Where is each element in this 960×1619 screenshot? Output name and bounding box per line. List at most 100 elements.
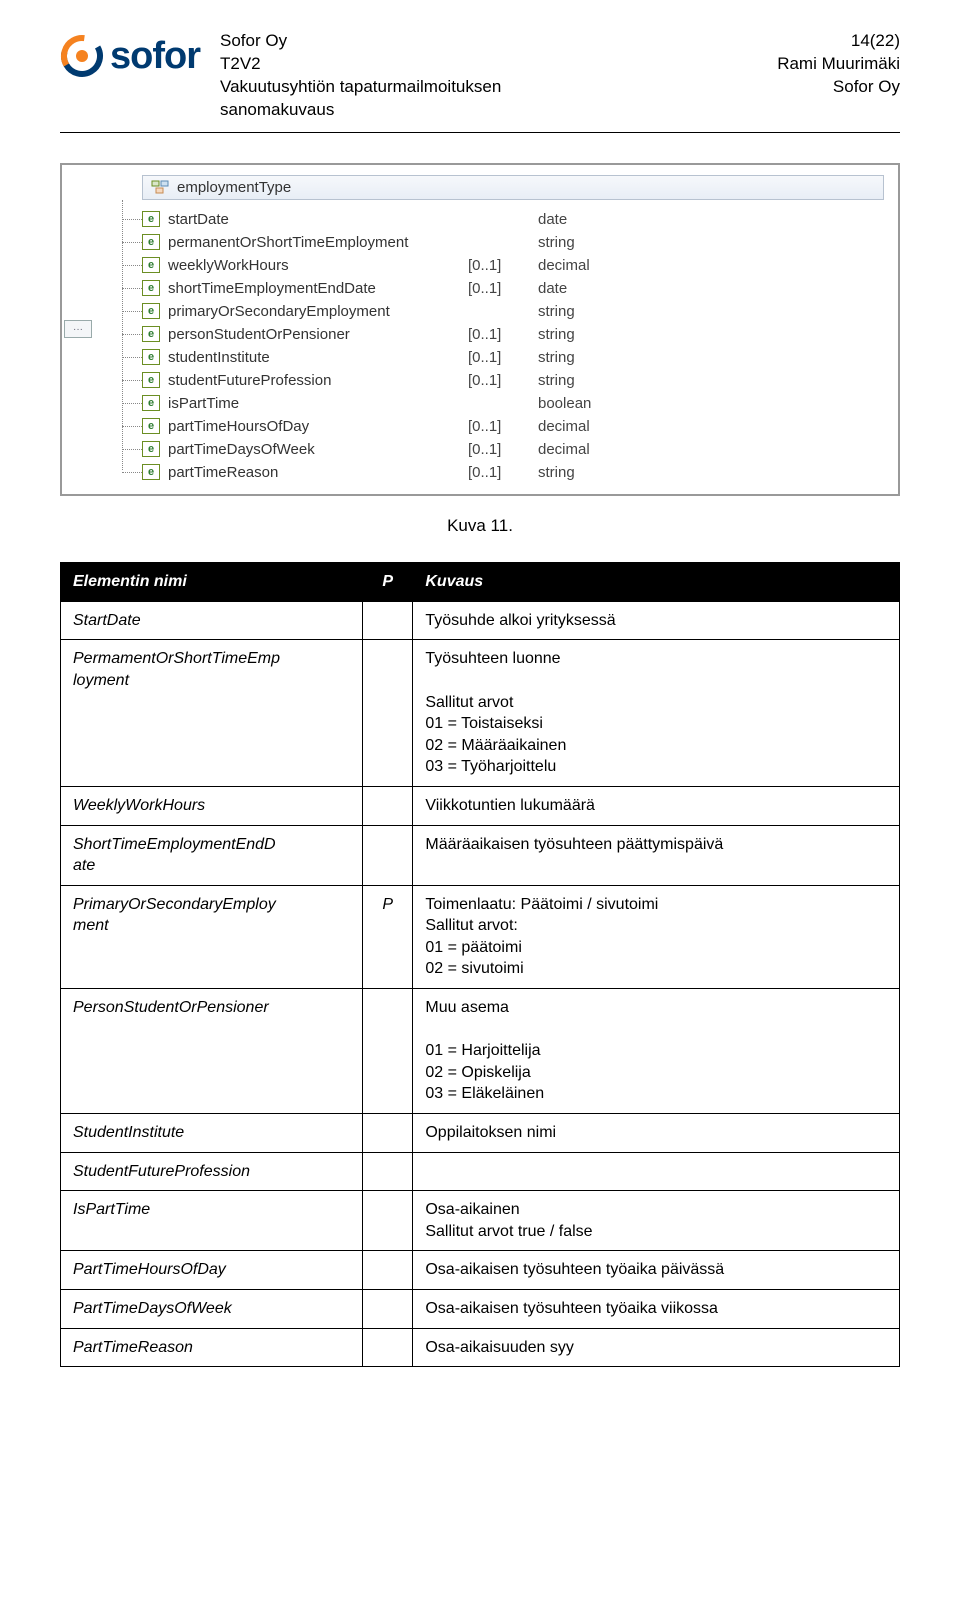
schema-element-type: decimal: [538, 257, 884, 274]
cell-description: Toimenlaatu: Päätoimi / sivutoimi Sallit…: [413, 885, 900, 988]
schema-element-type: date: [538, 211, 884, 228]
cell-p: [363, 1328, 413, 1367]
schema-element-name: personStudentOrPensioner: [168, 326, 468, 343]
schema-diagram: ··· employmentType estartDatedate e perman…: [60, 163, 900, 496]
schema-element-type: boolean: [538, 395, 884, 412]
cell-description: Osa-aikaisen työsuhteen työaika viikossa: [413, 1290, 900, 1329]
cell-element-name: IsPartTime: [61, 1191, 363, 1251]
schema-element-name: studentInstitute: [168, 349, 468, 366]
schema-type-row: employmentType: [142, 175, 884, 200]
schema-element-name: isPartTime: [168, 395, 468, 412]
schema-element-cardinality: [0..1]: [468, 326, 538, 343]
schema-element-type: date: [538, 280, 884, 297]
cell-p: [363, 786, 413, 825]
cell-p: [363, 1290, 413, 1329]
element-badge-icon: e: [142, 418, 160, 434]
table-row: PrimaryOrSecondaryEmploy mentPToimenlaat…: [61, 885, 900, 988]
schema-element-name: partTimeDaysOfWeek: [168, 441, 468, 458]
schema-element-cardinality: [0..1]: [468, 464, 538, 481]
schema-element-row: estudentInstitute[0..1]string: [142, 346, 884, 369]
schema-element-row: epartTimeReason[0..1]string: [142, 461, 884, 484]
header-company: Sofor Oy: [220, 30, 720, 53]
table-header-desc: Kuvaus: [413, 562, 900, 601]
cell-p: [363, 640, 413, 787]
schema-element-row: e isPartTime boolean: [142, 392, 884, 415]
cell-p: [363, 1152, 413, 1191]
element-badge-icon: e: [142, 372, 160, 388]
schema-element-type: string: [538, 303, 884, 320]
schema-element-row: epermanentOrShortTimeEmploymentstring: [142, 231, 884, 254]
cell-description: Työsuhteen luonne Sallitut arvot 01 = To…: [413, 640, 900, 787]
schema-element-name: weeklyWorkHours: [168, 257, 468, 274]
table-header-row: Elementin nimi P Kuvaus: [61, 562, 900, 601]
schema-element-name: partTimeReason: [168, 464, 468, 481]
schema-element-row: e shortTimeEmploymentEndDate[0..1]date: [142, 277, 884, 300]
element-spec-table: Elementin nimi P Kuvaus StartDateTyösuhd…: [60, 562, 900, 1367]
cell-element-name: PermamentOrShortTimeEmp loyment: [61, 640, 363, 787]
cell-element-name: PartTimeDaysOfWeek: [61, 1290, 363, 1329]
header-title-line1: Vakuutusyhtiön tapaturmailmoituksen: [220, 76, 720, 99]
table-row: StudentFutureProfession: [61, 1152, 900, 1191]
table-row: PartTimeDaysOfWeek Osa-aikaisen työsuhtee…: [61, 1290, 900, 1329]
schema-element-row: estudentFutureProfession[0..1]string: [142, 369, 884, 392]
cell-description: Osa-aikainen Sallitut arvot true / false: [413, 1191, 900, 1251]
element-badge-icon: e: [142, 303, 160, 319]
schema-element-name: permanentOrShortTimeEmployment: [168, 234, 468, 251]
cell-p: [363, 1251, 413, 1290]
cell-element-name: PrimaryOrSecondaryEmploy ment: [61, 885, 363, 988]
schema-element-cardinality: [0..1]: [468, 280, 538, 297]
cell-p: [363, 1114, 413, 1153]
table-row: ShortTimeEmploymentEndD ateMääräaikaisen…: [61, 825, 900, 885]
element-badge-icon: e: [142, 395, 160, 411]
logo: sofor: [60, 30, 200, 78]
schema-element-row: epartTimeHoursOfDay[0..1]decimal: [142, 415, 884, 438]
table-row: PermamentOrShortTimeEmp loyment Työsuhtee…: [61, 640, 900, 787]
schema-element-cardinality: [0..1]: [468, 257, 538, 274]
cell-description: Oppilaitoksen nimi: [413, 1114, 900, 1153]
cell-description: Työsuhde alkoi yrityksessä: [413, 601, 900, 640]
schema-element-row: estartDatedate: [142, 208, 884, 231]
schema-root-icon: ···: [64, 320, 92, 338]
cell-p: P: [363, 885, 413, 988]
table-row: StartDateTyösuhde alkoi yrityksessä: [61, 601, 900, 640]
header-title-line2: sanomakuvaus: [220, 99, 720, 122]
cell-p: [363, 825, 413, 885]
schema-element-type: string: [538, 349, 884, 366]
cell-p: [363, 601, 413, 640]
schema-element-type: string: [538, 234, 884, 251]
cell-element-name: PartTimeHoursOfDay: [61, 1251, 363, 1290]
cell-description: Osa-aikaisuuden syy: [413, 1328, 900, 1367]
cell-element-name: PartTimeReason: [61, 1328, 363, 1367]
cell-element-name: StudentFutureProfession: [61, 1152, 363, 1191]
figure-caption: Kuva 11.: [60, 516, 900, 536]
schema-element-cardinality: [0..1]: [468, 418, 538, 435]
schema-element-row: eprimaryOrSecondaryEmploymentstring: [142, 300, 884, 323]
schema-element-name: studentFutureProfession: [168, 372, 468, 389]
cell-element-name: WeeklyWorkHours: [61, 786, 363, 825]
complex-type-icon: [151, 180, 169, 194]
cell-description: [413, 1152, 900, 1191]
schema-element-type: string: [538, 372, 884, 389]
document-page: sofor Sofor Oy T2V2 Vakuutusyhtiön tapat…: [0, 0, 960, 1407]
header-doc-code: T2V2: [220, 53, 720, 76]
schema-element-row: epartTimeDaysOfWeek[0..1]decimal: [142, 438, 884, 461]
element-badge-icon: e: [142, 349, 160, 365]
header-right: 14(22) Rami Muurimäki Sofor Oy: [740, 30, 900, 99]
header-center: Sofor Oy T2V2 Vakuutusyhtiön tapaturmail…: [220, 30, 720, 122]
schema-element-name: shortTimeEmploymentEndDate: [168, 280, 468, 297]
table-header-name: Elementin nimi: [61, 562, 363, 601]
schema-element-type: string: [538, 326, 884, 343]
header-page: 14(22): [740, 30, 900, 53]
table-row: PersonStudentOrPensionerMuu asema 01 = H…: [61, 989, 900, 1114]
header-org: Sofor Oy: [740, 76, 900, 99]
schema-element-row: eweeklyWorkHours[0..1]decimal: [142, 254, 884, 277]
header-author: Rami Muurimäki: [740, 53, 900, 76]
schema-element-row: epersonStudentOrPensioner[0..1]string: [142, 323, 884, 346]
cell-description: Määräaikaisen työsuhteen päättymispäivä: [413, 825, 900, 885]
schema-element-type: decimal: [538, 418, 884, 435]
cell-p: [363, 989, 413, 1114]
element-badge-icon: e: [142, 280, 160, 296]
element-badge-icon: e: [142, 441, 160, 457]
schema-element-type: decimal: [538, 441, 884, 458]
table-row: PartTimeReason Osa-aikaisuuden syy: [61, 1328, 900, 1367]
